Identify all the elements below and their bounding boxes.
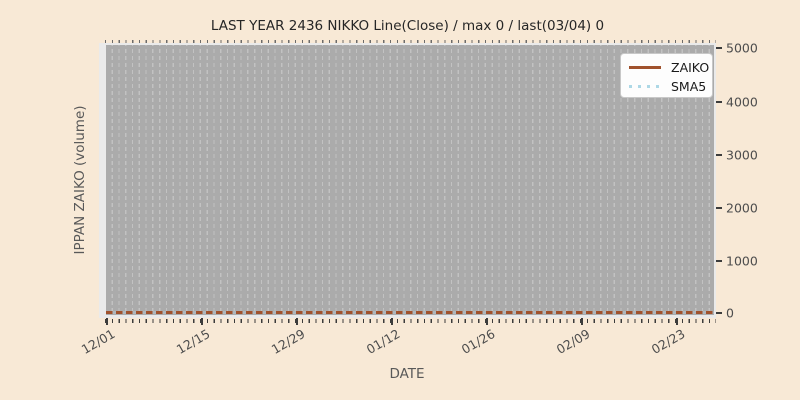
x-major-tick xyxy=(581,318,583,325)
y-tick-label: 3000 xyxy=(726,147,758,163)
x-major-tick xyxy=(676,318,678,325)
sma5-dotted-swatch-icon xyxy=(629,85,661,88)
y-tick-mark xyxy=(716,207,722,209)
x-major-tick xyxy=(486,318,488,325)
x-tick-label: 02/23 xyxy=(648,326,688,358)
y-tick-label: 2000 xyxy=(726,200,758,216)
zaiko-line-swatch-icon xyxy=(629,66,661,69)
y-tick-mark xyxy=(716,47,722,49)
x-tick-label: 12/29 xyxy=(268,326,308,358)
plot-panel-with-gridlines xyxy=(106,45,714,315)
x-major-tick xyxy=(201,318,203,325)
legend-entry-sma5: SMA5 xyxy=(629,77,707,96)
legend-entry-zaiko: ZAIKO xyxy=(629,58,709,77)
y-tick-mark xyxy=(716,312,722,314)
x-tick-label: 02/09 xyxy=(553,326,593,358)
legend: ZAIKO SMA5 xyxy=(620,53,713,98)
x-major-tick xyxy=(296,318,298,325)
x-tick-label: 12/01 xyxy=(78,326,118,358)
y-tick-label: 4000 xyxy=(726,94,758,110)
x-major-tick xyxy=(106,318,108,325)
legend-label: ZAIKO xyxy=(671,60,710,75)
y-tick-mark xyxy=(716,154,722,156)
x-axis-minor-ticks xyxy=(105,319,716,323)
y-tick-label: 0 xyxy=(726,305,734,321)
y-tick-mark xyxy=(716,101,722,103)
y-tick-mark xyxy=(716,260,722,262)
y-tick-label: 5000 xyxy=(726,40,758,56)
x-axis-label: DATE xyxy=(389,366,425,382)
x-major-tick xyxy=(391,318,393,325)
x-tick-label: 01/26 xyxy=(458,326,498,358)
x-tick-label: 01/12 xyxy=(363,326,403,358)
x-tick-label: 12/15 xyxy=(173,326,213,358)
y-axis-label: IPPAN ZAIKO (volume) xyxy=(72,105,88,255)
x-axis-top-minor-ticks xyxy=(105,40,716,43)
zaiko-sma5-zero-line xyxy=(106,311,714,314)
plot-area xyxy=(99,43,716,318)
chart-title: LAST YEAR 2436 NIKKO Line(Close) / max 0… xyxy=(210,18,605,34)
y-tick-label: 1000 xyxy=(726,253,758,269)
legend-label: SMA5 xyxy=(671,79,707,94)
